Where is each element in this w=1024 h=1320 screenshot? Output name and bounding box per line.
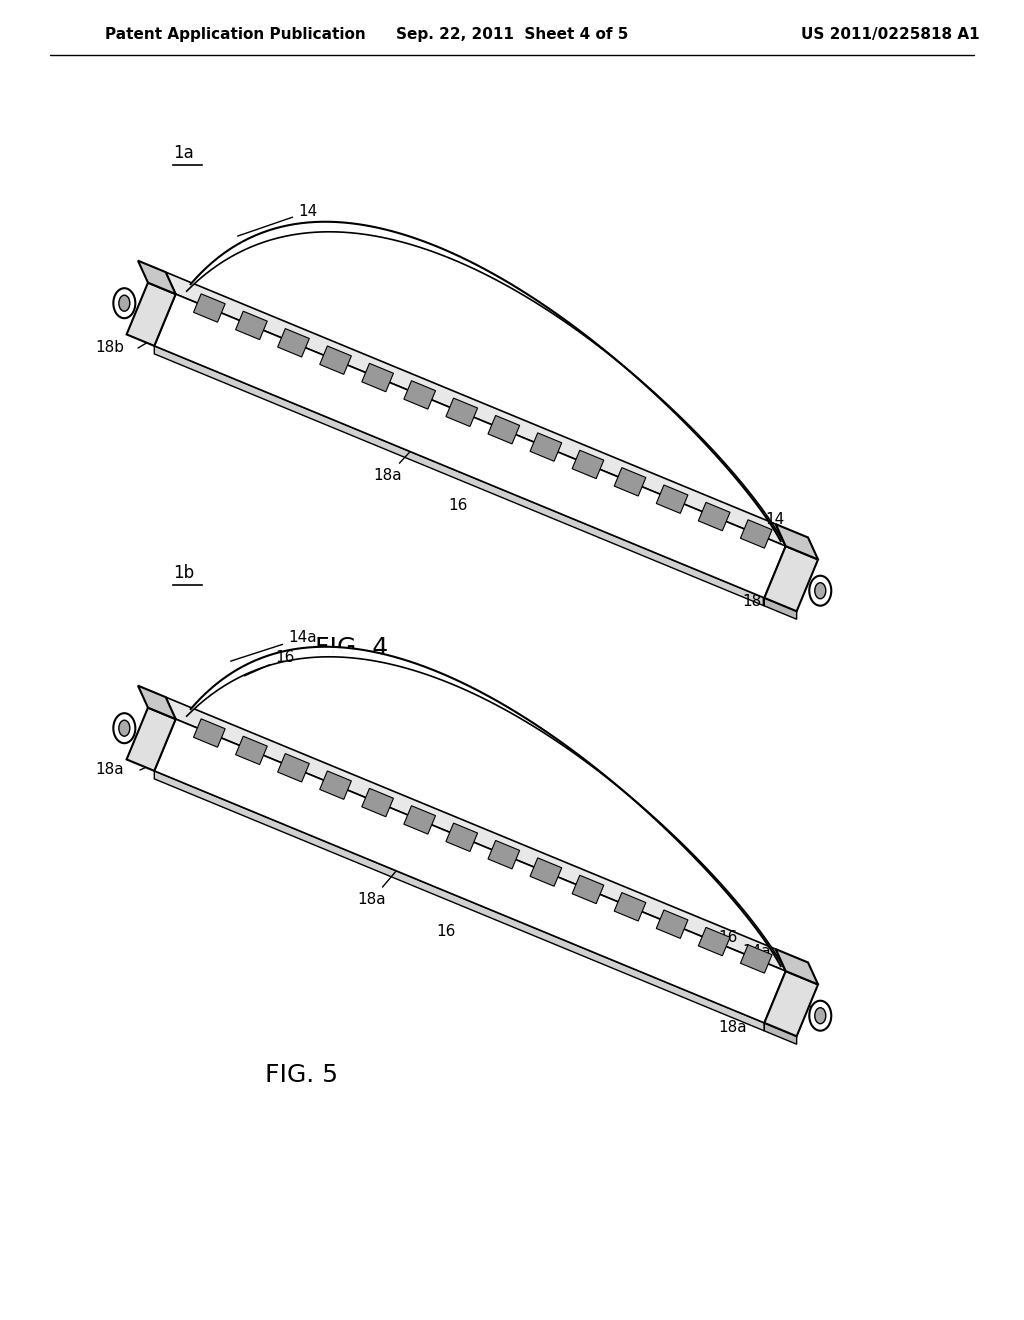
- Text: 16: 16: [718, 929, 737, 945]
- Text: 18a: 18a: [357, 859, 407, 907]
- Polygon shape: [155, 771, 764, 1031]
- Polygon shape: [740, 945, 772, 973]
- Text: 16: 16: [436, 924, 456, 939]
- Ellipse shape: [114, 713, 135, 743]
- Polygon shape: [194, 294, 225, 322]
- Ellipse shape: [119, 721, 130, 737]
- Polygon shape: [764, 546, 818, 611]
- Polygon shape: [764, 972, 818, 1036]
- Polygon shape: [319, 346, 351, 375]
- Text: 16: 16: [449, 498, 468, 513]
- Polygon shape: [236, 312, 267, 339]
- Text: 18a: 18a: [718, 1020, 746, 1035]
- Text: FIG. 5: FIG. 5: [265, 1063, 338, 1086]
- Text: Sep. 22, 2011  Sheet 4 of 5: Sep. 22, 2011 Sheet 4 of 5: [396, 28, 628, 42]
- Polygon shape: [656, 909, 688, 939]
- Text: 18b: 18b: [742, 594, 771, 610]
- Polygon shape: [138, 260, 176, 294]
- Polygon shape: [530, 858, 562, 886]
- Polygon shape: [127, 282, 176, 346]
- Polygon shape: [319, 771, 351, 800]
- Polygon shape: [764, 1023, 797, 1044]
- Text: 14a: 14a: [230, 631, 316, 661]
- Polygon shape: [572, 875, 604, 904]
- Text: US 2011/0225818 A1: US 2011/0225818 A1: [802, 28, 980, 42]
- Ellipse shape: [114, 288, 135, 318]
- Polygon shape: [572, 450, 604, 479]
- Text: 18a: 18a: [374, 430, 430, 483]
- Text: 1b: 1b: [173, 564, 195, 582]
- Polygon shape: [614, 467, 646, 496]
- Polygon shape: [530, 433, 562, 461]
- Polygon shape: [656, 484, 688, 513]
- Polygon shape: [361, 363, 393, 392]
- Ellipse shape: [809, 576, 831, 606]
- Ellipse shape: [815, 1007, 825, 1024]
- Polygon shape: [155, 346, 764, 606]
- Polygon shape: [403, 380, 435, 409]
- Polygon shape: [186, 647, 787, 975]
- Polygon shape: [236, 737, 267, 764]
- Polygon shape: [186, 222, 787, 552]
- Text: 18b: 18b: [95, 341, 124, 355]
- Ellipse shape: [119, 296, 130, 312]
- Text: Patent Application Publication: Patent Application Publication: [105, 28, 366, 42]
- Ellipse shape: [809, 1001, 831, 1031]
- Polygon shape: [698, 503, 730, 531]
- Polygon shape: [488, 416, 519, 444]
- Polygon shape: [614, 892, 646, 921]
- Polygon shape: [764, 598, 797, 619]
- Polygon shape: [698, 928, 730, 956]
- Text: 16: 16: [245, 651, 294, 676]
- Polygon shape: [776, 524, 818, 560]
- Text: 1a: 1a: [173, 144, 194, 162]
- Polygon shape: [127, 708, 176, 771]
- Polygon shape: [194, 719, 225, 747]
- Polygon shape: [278, 754, 309, 781]
- Text: 14: 14: [765, 512, 784, 528]
- Polygon shape: [488, 841, 519, 869]
- Polygon shape: [776, 949, 818, 985]
- Polygon shape: [445, 824, 477, 851]
- Text: 14: 14: [238, 205, 317, 236]
- Polygon shape: [361, 788, 393, 817]
- Polygon shape: [278, 329, 309, 356]
- Polygon shape: [138, 685, 176, 719]
- Polygon shape: [445, 399, 477, 426]
- Polygon shape: [403, 805, 435, 834]
- Ellipse shape: [815, 582, 825, 599]
- Text: 14a: 14a: [742, 945, 771, 960]
- Text: FIG. 4: FIG. 4: [315, 636, 388, 660]
- Polygon shape: [155, 719, 785, 1023]
- Polygon shape: [166, 272, 785, 546]
- Polygon shape: [740, 520, 772, 548]
- Polygon shape: [155, 294, 785, 598]
- Text: 18a: 18a: [95, 763, 124, 777]
- Polygon shape: [166, 697, 785, 972]
